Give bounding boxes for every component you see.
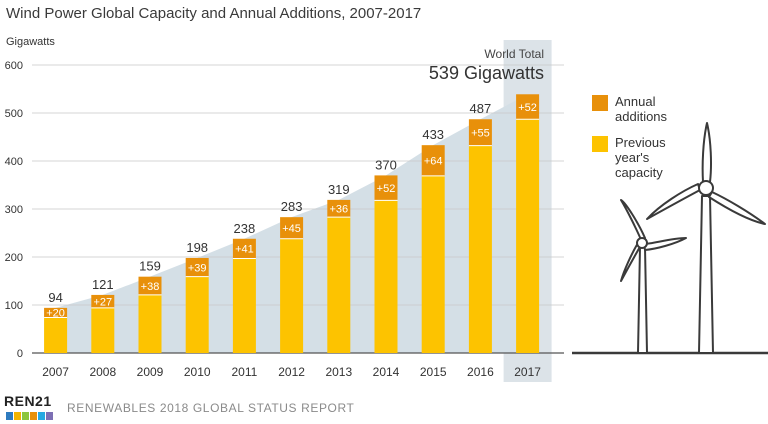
bar-annual-additions xyxy=(44,307,68,318)
bar-annual-additions xyxy=(280,217,304,239)
bar-previous-capacity xyxy=(327,217,351,353)
bar-annual-additions xyxy=(468,119,492,146)
total-label: 121 xyxy=(92,277,114,292)
bar-annual-additions xyxy=(421,145,445,176)
legend-label: additions xyxy=(615,109,668,124)
bar-annual-additions xyxy=(516,94,540,120)
x-tick-label: 2009 xyxy=(137,365,164,379)
legend-label: Previous xyxy=(615,135,666,150)
y-tick-label: 300 xyxy=(5,204,23,216)
bar-previous-capacity xyxy=(421,175,445,353)
total-label: 159 xyxy=(139,259,161,274)
bar-annual-additions xyxy=(374,175,398,201)
bar-annual-additions xyxy=(232,238,256,259)
total-label: 198 xyxy=(186,240,208,255)
addition-label: +55 xyxy=(471,127,490,139)
total-label: 238 xyxy=(234,221,256,236)
legend-swatch xyxy=(592,136,608,152)
y-tick-label: 200 xyxy=(5,252,23,264)
bar-previous-capacity xyxy=(185,276,209,353)
x-tick-label: 2015 xyxy=(420,365,447,379)
logo-square xyxy=(6,412,13,420)
legend-swatch xyxy=(592,95,608,111)
bar-previous-capacity xyxy=(374,200,398,353)
addition-label: +39 xyxy=(188,262,207,274)
report-title: RENEWABLES 2018 GLOBAL STATUS REPORT xyxy=(67,401,355,415)
y-tick-label: 600 xyxy=(5,60,23,72)
legend-label: capacity xyxy=(615,165,663,180)
large-turbine-blades xyxy=(646,122,766,225)
bar-previous-capacity xyxy=(280,238,304,353)
bar-previous-capacity xyxy=(44,317,68,353)
x-tick-label: 2008 xyxy=(89,365,116,379)
logo-text: REN21 xyxy=(4,393,52,409)
total-label: 433 xyxy=(422,127,444,142)
total-label: 487 xyxy=(470,101,492,116)
bar-annual-additions xyxy=(327,199,351,218)
x-tick-label: 2016 xyxy=(467,365,494,379)
legend-label: Annual xyxy=(615,94,656,109)
logo-color-squares xyxy=(6,412,53,421)
logo-square xyxy=(22,412,29,420)
bar-previous-capacity xyxy=(91,307,115,353)
logo-square xyxy=(14,412,21,420)
x-tick-label: 2012 xyxy=(278,365,305,379)
wind-turbine-illustration xyxy=(572,122,768,355)
addition-label: +45 xyxy=(282,223,301,235)
y-axis-unit-label: Gigawatts xyxy=(6,36,55,48)
addition-label: +20 xyxy=(46,308,65,320)
x-tick-label: 2014 xyxy=(373,365,400,379)
x-tick-label: 2007 xyxy=(42,365,69,379)
x-tick-label: 2010 xyxy=(184,365,211,379)
small-turbine-tower xyxy=(637,246,648,354)
logo-square xyxy=(38,412,45,420)
legend-label: year's xyxy=(615,150,650,165)
chart-title: Wind Power Global Capacity and Annual Ad… xyxy=(6,5,422,22)
large-turbine-tower xyxy=(698,195,714,354)
x-tick-label: 2011 xyxy=(231,365,257,379)
addition-label: +52 xyxy=(377,183,396,195)
total-label: 319 xyxy=(328,182,350,197)
small-turbine-blades xyxy=(620,199,687,282)
addition-label: +52 xyxy=(518,102,537,114)
addition-label: +38 xyxy=(141,281,160,293)
total-label: 94 xyxy=(48,290,62,305)
world-total-value: 539 Gigawatts xyxy=(429,63,544,83)
bar-annual-additions xyxy=(91,294,115,308)
ren21-logo: REN21 xyxy=(4,393,56,423)
total-label: 283 xyxy=(281,199,303,214)
logo-square xyxy=(46,412,53,420)
addition-label: +27 xyxy=(93,296,112,308)
y-tick-label: 100 xyxy=(5,300,23,312)
bar-annual-additions xyxy=(185,257,209,277)
addition-label: +41 xyxy=(235,244,254,256)
y-tick-label: 500 xyxy=(5,108,23,120)
bar-previous-capacity xyxy=(468,145,492,353)
addition-label: +36 xyxy=(329,204,348,216)
logo-square xyxy=(30,412,37,420)
x-tick-label: 2013 xyxy=(325,365,352,379)
bar-annual-additions xyxy=(138,276,162,295)
x-tick-label: 2017 xyxy=(514,365,541,379)
bar-previous-capacity xyxy=(138,294,162,353)
addition-label: +64 xyxy=(424,156,443,168)
bar-previous-capacity xyxy=(232,258,256,353)
total-label: 370 xyxy=(375,157,397,172)
y-tick-label: 0 xyxy=(17,348,23,360)
y-tick-label: 400 xyxy=(5,156,23,168)
world-total-label: World Total xyxy=(484,47,544,61)
bar-previous-capacity xyxy=(516,119,540,354)
